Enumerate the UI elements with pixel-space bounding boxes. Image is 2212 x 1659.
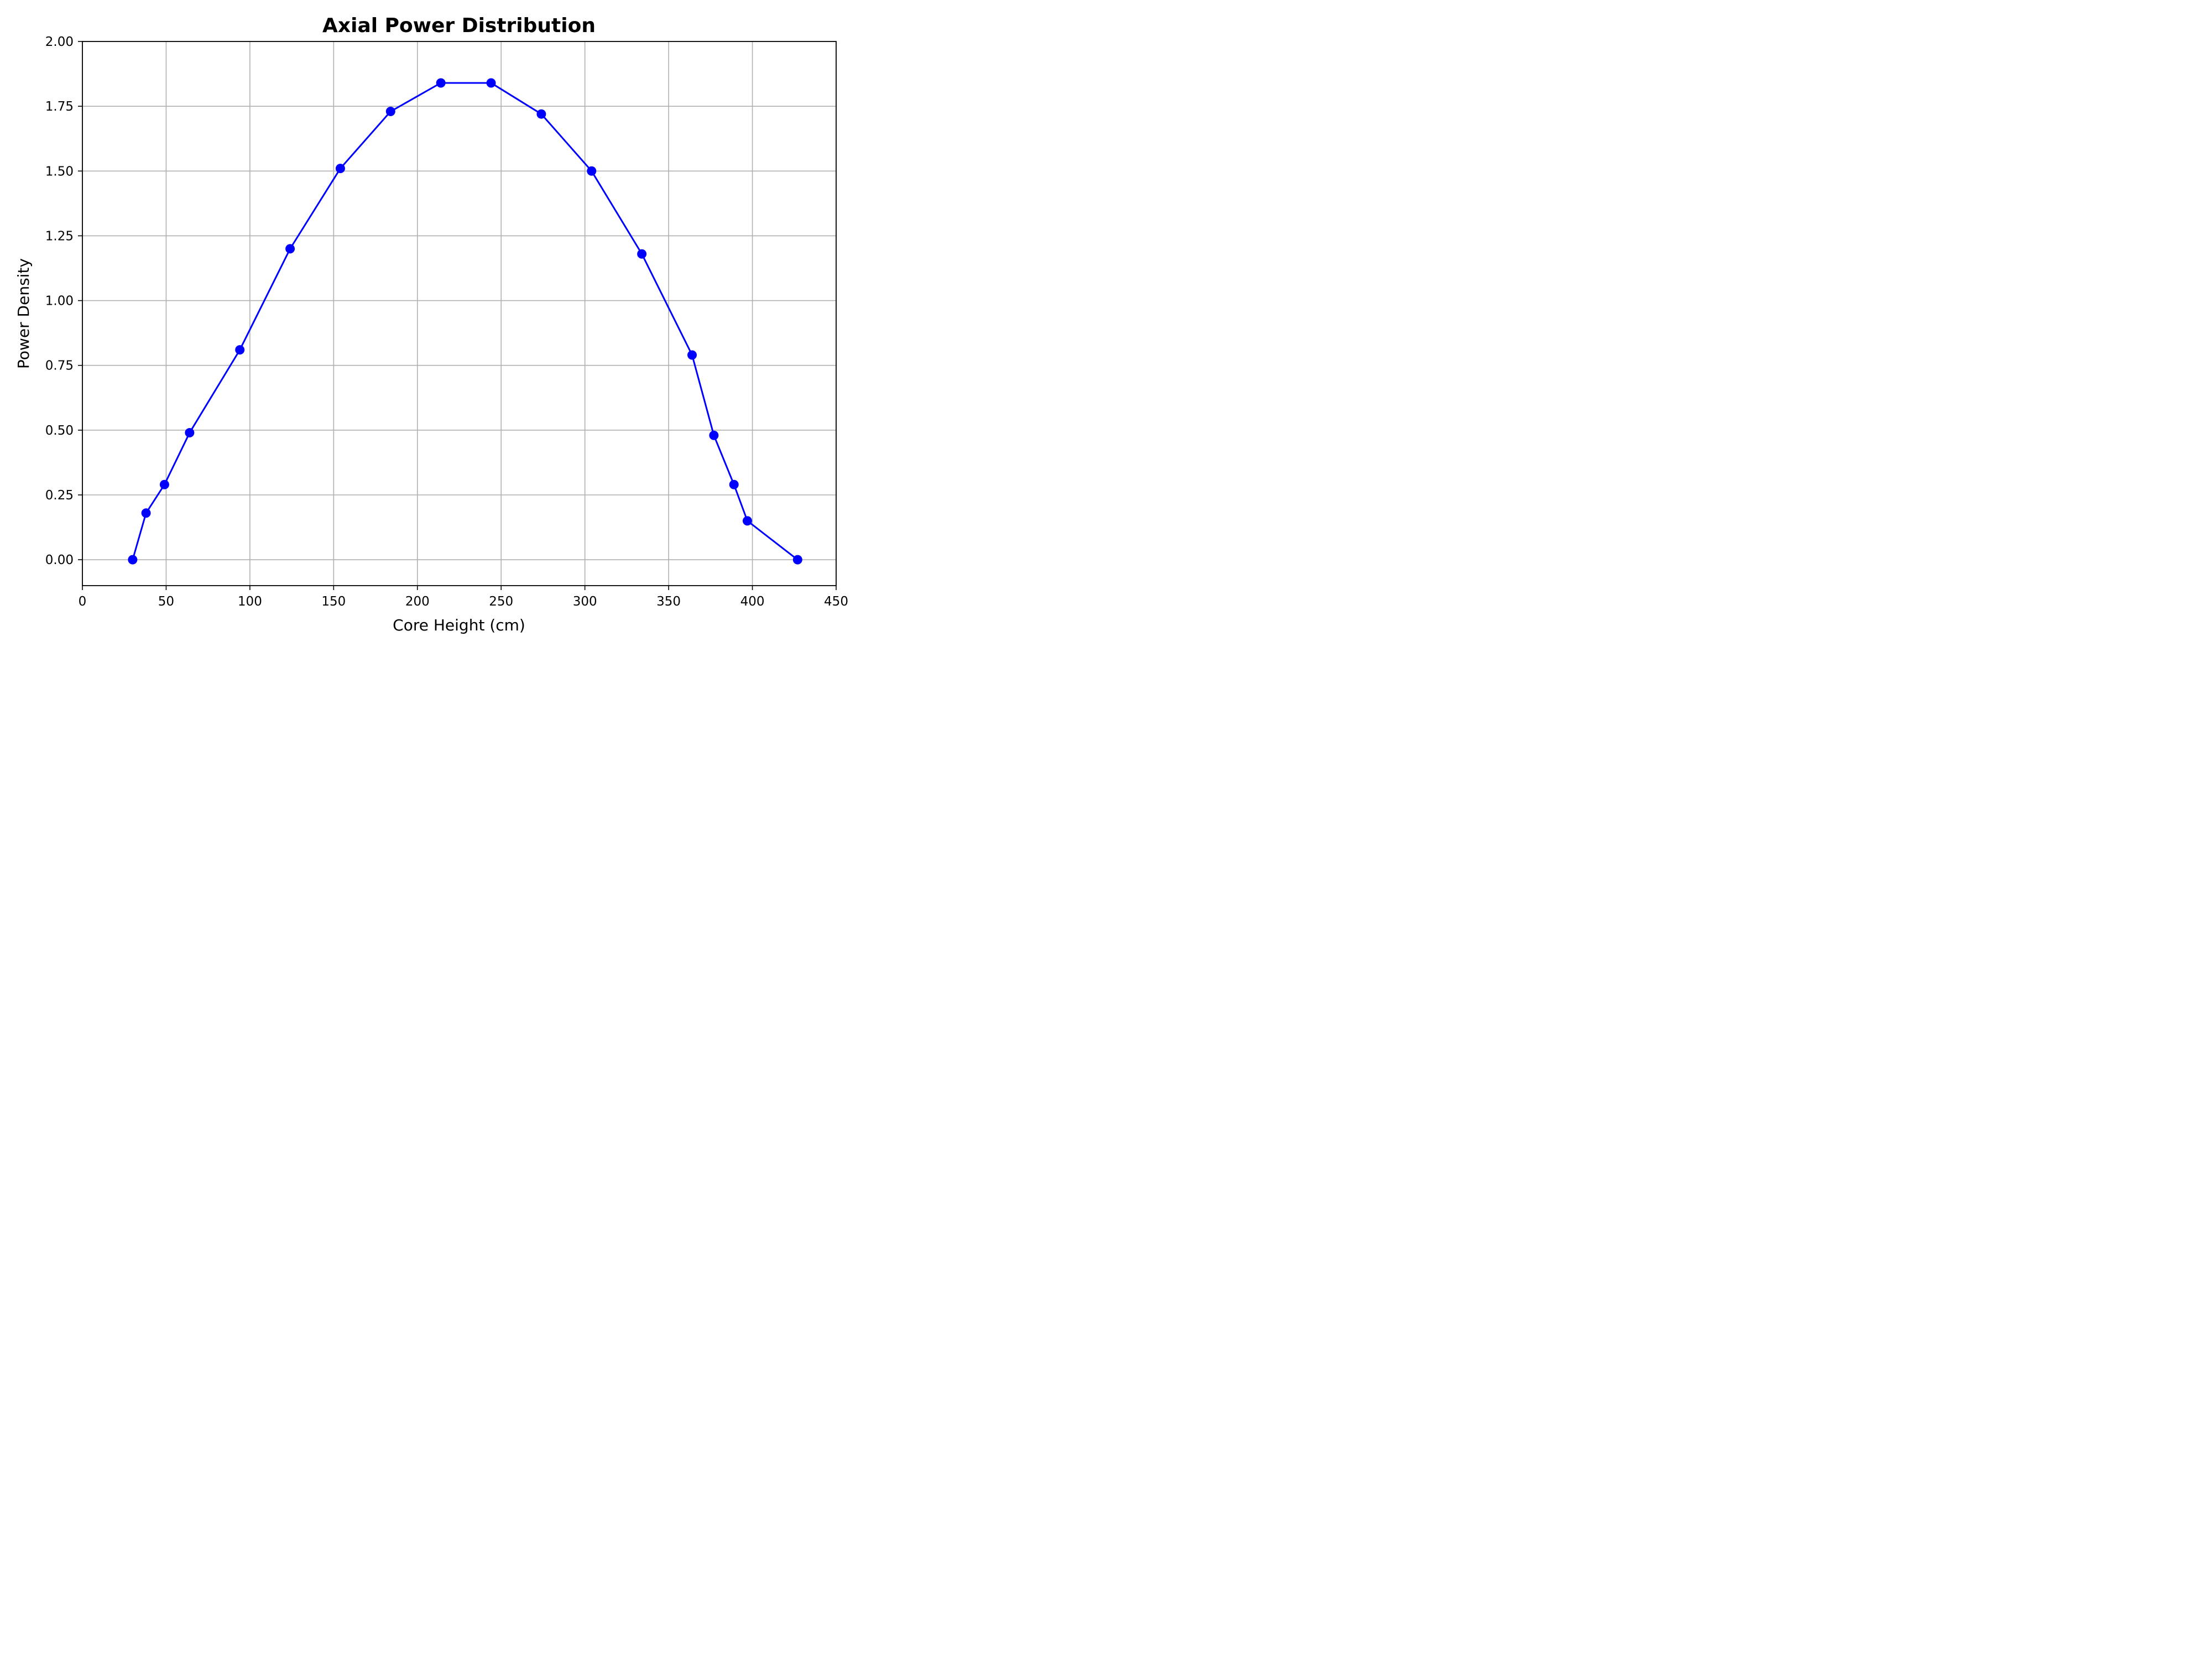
y-tick-label: 2.00: [45, 35, 74, 49]
data-point: [729, 479, 739, 489]
data-point: [687, 350, 697, 360]
series-line-0: [132, 82, 799, 561]
y-tick-label: 0.25: [45, 488, 74, 503]
plot-frame: [82, 41, 837, 586]
chart: 0 50 100 150 200 250 300 350 400 450 0.00 0.25 0.50 0…: [0, 0, 862, 646]
x-tick-label: 200: [405, 594, 430, 609]
x-tick-label: 400: [740, 594, 765, 609]
data-point: [335, 164, 345, 174]
data-point: [486, 78, 496, 88]
data-point: [587, 166, 597, 176]
x-tick-label: 0: [79, 594, 87, 609]
data-point: [792, 555, 802, 565]
data-point: [385, 107, 395, 117]
y-tick-label: 1.00: [45, 294, 74, 309]
data-point: [536, 109, 546, 119]
y-tick-label: 0.50: [45, 424, 74, 438]
y-tick-label: 0.00: [45, 553, 74, 567]
x-tick-label: 300: [573, 594, 597, 609]
data-point: [235, 345, 245, 355]
x-tick-label: 50: [158, 594, 174, 609]
x-tick-label: 350: [656, 594, 681, 609]
grid: [82, 41, 837, 586]
data-point: [709, 430, 719, 440]
x-axis-label: Core Height (cm): [393, 616, 525, 634]
chart-title: Axial Power Distribution: [322, 14, 596, 37]
data-point: [637, 249, 647, 259]
y-tick-label: 1.75: [45, 100, 74, 114]
data-point: [185, 428, 195, 438]
series-layer: [128, 78, 802, 565]
y-tick-label: 1.25: [45, 229, 74, 243]
data-point: [141, 508, 151, 518]
data-point: [742, 516, 752, 526]
x-tick-label: 250: [489, 594, 513, 609]
x-tick-label: 450: [824, 594, 848, 609]
y-axis-label: Power Density: [14, 258, 33, 369]
x-tick-label: 100: [238, 594, 262, 609]
data-point: [285, 244, 295, 254]
y-tick-label: 1.50: [45, 164, 74, 179]
data-point: [436, 78, 446, 88]
data-point: [159, 479, 169, 489]
chart-background: [0, 0, 862, 646]
data-point: [128, 555, 138, 565]
axes: 0 50 100 150 200 250 300 350 400 450 0.00 0.25 0.50 0…: [45, 35, 848, 609]
x-tick-label: 150: [321, 594, 346, 609]
y-tick-label: 0.75: [45, 359, 74, 373]
